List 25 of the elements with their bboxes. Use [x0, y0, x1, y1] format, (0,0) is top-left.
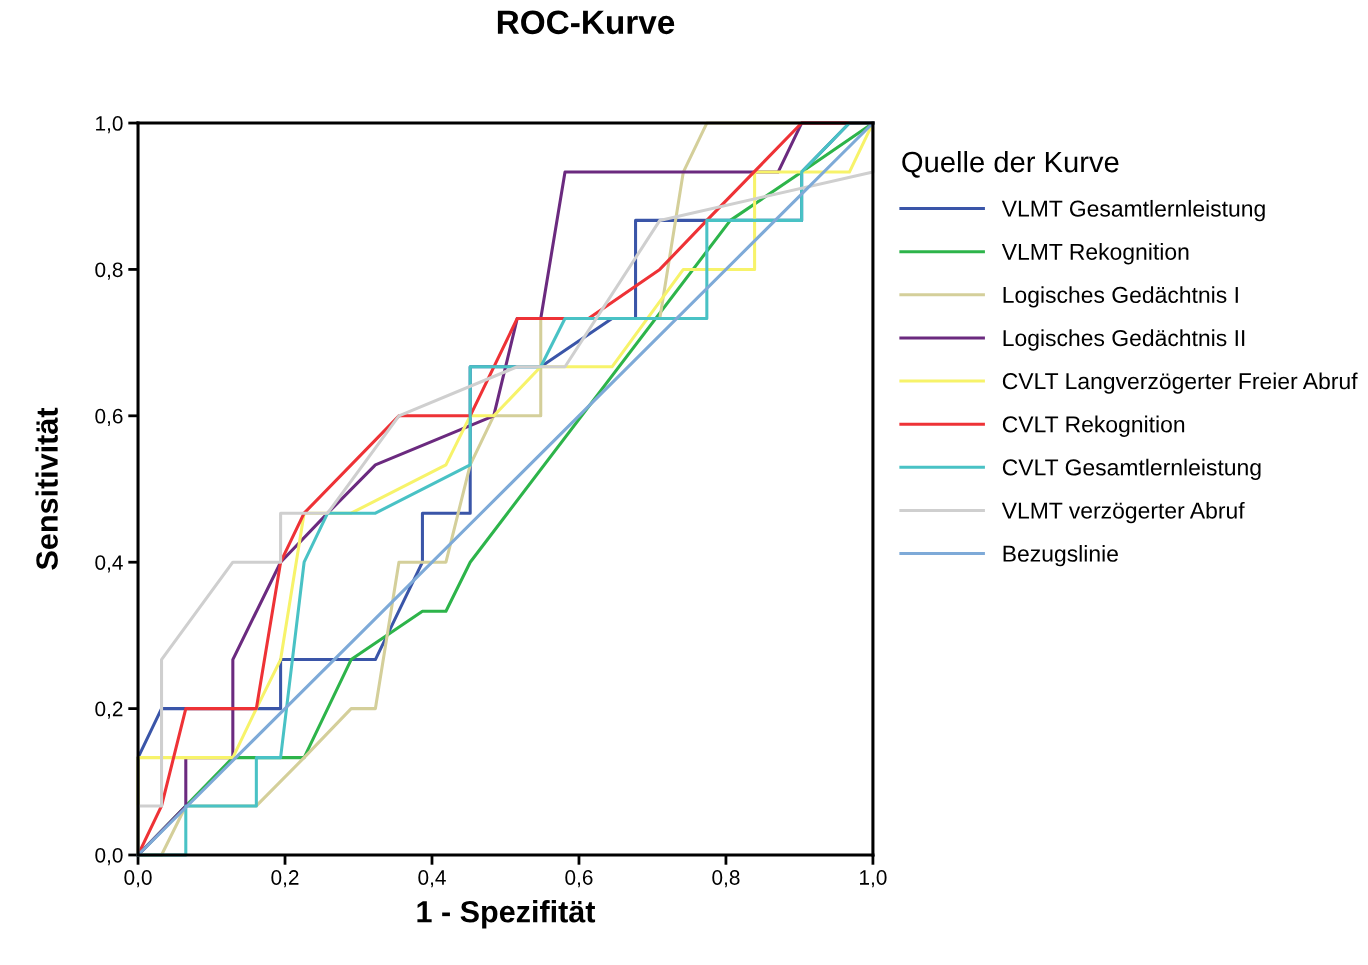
x-axis-title: 1 - Spezifität	[417, 900, 596, 929]
legend-label: VLMT verzögerter Abruf	[1001, 501, 1245, 524]
y-tick-label: 0,4	[95, 555, 123, 573]
x-tick-label: 0,6	[565, 870, 593, 888]
x-tick-label: 1,0	[860, 870, 887, 888]
legend-label: VLMT Gesamtlernleistung	[1001, 199, 1265, 222]
y-tick-label: 1,0	[96, 116, 123, 134]
y-tick-label: 0,8	[95, 262, 123, 280]
legend-label: CVLT Langverzögerter Freier Abruf	[1002, 372, 1358, 394]
x-tick-label: 0,2	[271, 870, 299, 888]
x-tick-label: 0,0	[124, 870, 152, 888]
legend-label: CVLT Gesamtlernleistung	[1002, 458, 1261, 481]
legend-label: Bezugslinie	[1003, 545, 1118, 567]
legend-label: Logisches Gedächtnis I	[1003, 286, 1238, 308]
y-axis-title: Sensitivität	[35, 407, 58, 570]
legend-label: CVLT Rekognition	[1002, 415, 1185, 437]
chart-title: ROC-Kurve	[497, 10, 675, 35]
y-tick-label: 0,2	[95, 701, 123, 719]
x-tick-label: 0,8	[712, 870, 740, 888]
legend-label: VLMT Rekognition	[1001, 243, 1189, 265]
y-tick-label: 0,6	[95, 408, 123, 427]
legend-label: Logisches Gedächtnis II	[1003, 329, 1245, 351]
legend-title: Quelle der Kurve	[902, 150, 1119, 178]
y-tick-label: 0,0	[95, 847, 123, 866]
x-tick-label: 0,4	[418, 870, 446, 888]
